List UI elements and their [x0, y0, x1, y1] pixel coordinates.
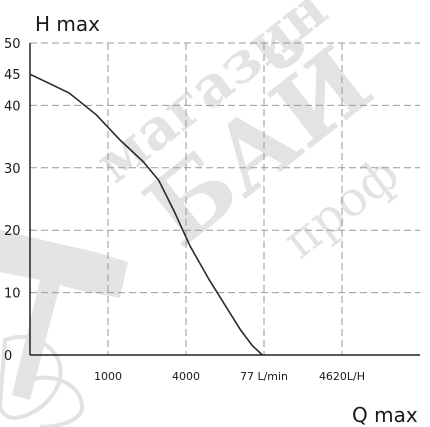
curve-layer — [29, 73, 263, 356]
x-tick-labels: 1000 4000 77 L/min 4620L/H — [94, 370, 365, 383]
plot-frame — [29, 43, 420, 356]
y-tick-label-30: 30 — [4, 162, 21, 177]
y-tick-label-20: 20 — [4, 224, 21, 239]
x-tick-label-1: 1000 — [94, 370, 122, 383]
x-tick-label-2: 4000 — [172, 370, 200, 383]
y-axis-title: H max — [35, 12, 100, 36]
y-tick-labels: 0 10 20 30 40 45 50 — [4, 37, 21, 364]
y-tick-label-0: 0 — [4, 349, 12, 364]
watermark-hammer-icon — [0, 230, 128, 427]
y-tick-label-10: 10 — [4, 287, 21, 302]
grid — [30, 42, 420, 355]
x-tick-label-3: 77 L/min — [240, 370, 288, 383]
watermark: магазин БАЙ проф — [0, 0, 409, 427]
y-tick-label-50: 50 — [4, 37, 21, 52]
y-tick-label-40: 40 — [4, 99, 21, 114]
x-tick-label-4: 4620L/H — [319, 370, 365, 383]
series-line-0 — [29, 73, 263, 356]
x-axis-title: Q max — [352, 403, 418, 427]
y-tick-label-45: 45 — [4, 68, 21, 83]
